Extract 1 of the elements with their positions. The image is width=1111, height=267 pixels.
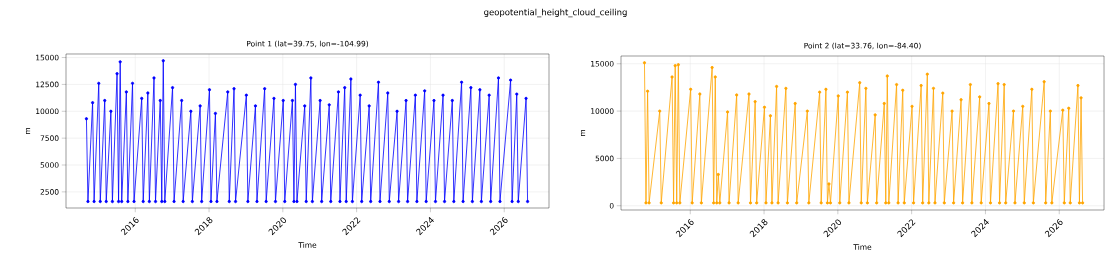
text: geopotential_height_cloud_ceiling — [484, 8, 627, 18]
